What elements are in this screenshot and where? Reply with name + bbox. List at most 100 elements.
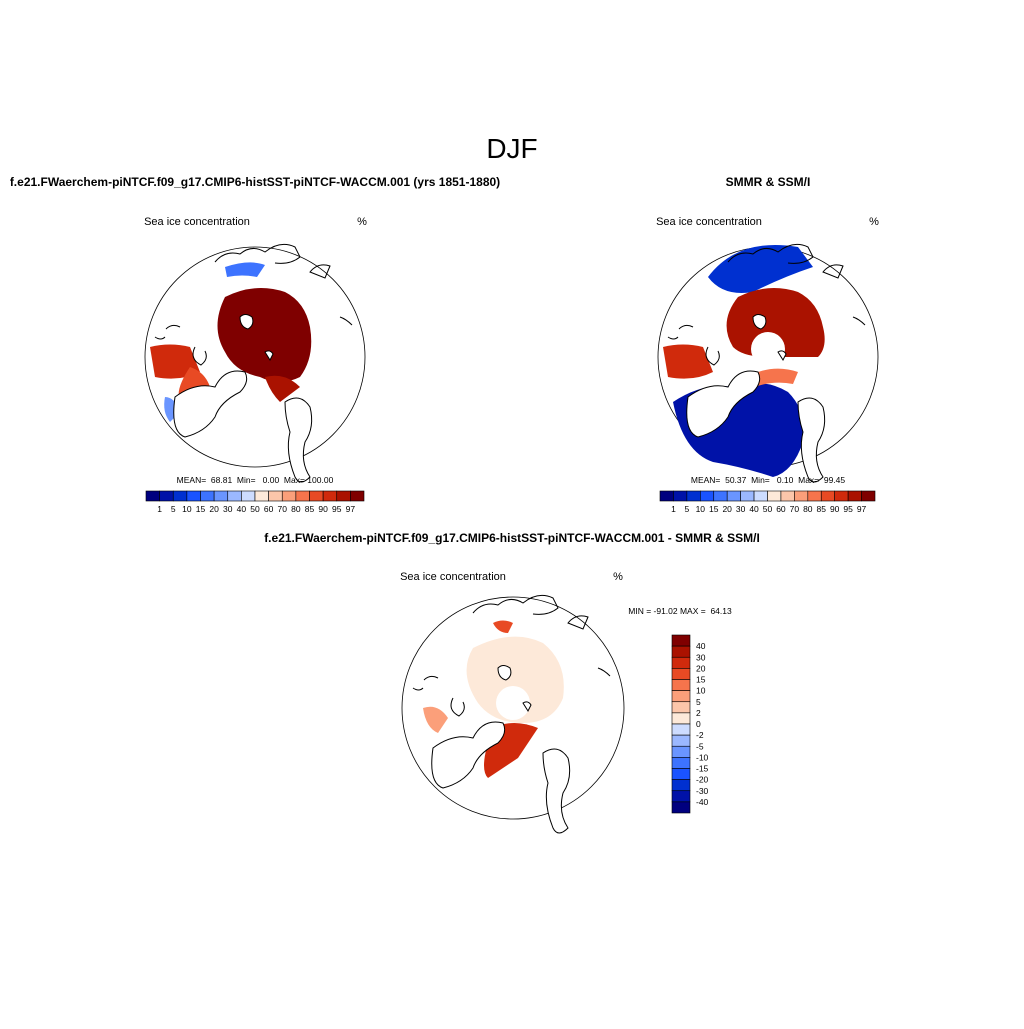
- colorbar-box: [767, 490, 782, 502]
- colorbar-box: [807, 490, 822, 502]
- colorbar-box: [700, 490, 715, 502]
- colorbar-label: 70: [790, 504, 800, 514]
- colorbar-label: 15: [709, 504, 719, 514]
- colorbar-label: 10: [696, 686, 706, 696]
- colorbar-label: 20: [209, 504, 219, 514]
- colorbar-label: -10: [696, 752, 709, 762]
- figure-title: DJF: [486, 133, 537, 164]
- colorbar-label: 40: [696, 641, 706, 651]
- colorbar-label: -2: [696, 730, 704, 740]
- colorbar-box: [671, 745, 691, 758]
- colorbar-box: [671, 723, 691, 736]
- colorbar-box: [673, 490, 688, 502]
- colorbar-box: [671, 656, 691, 669]
- polar-map: [144, 243, 366, 483]
- colorbar-box: [295, 490, 310, 502]
- colorbar-box: [671, 679, 691, 691]
- colorbar-box: [713, 490, 728, 502]
- panel-title: f.e21.FWaerchem-piNTCF.f09_g17.CMIP6-his…: [10, 175, 500, 189]
- colorbar-label: 5: [685, 504, 690, 514]
- colorbar-box: [213, 490, 229, 502]
- colorbar-box: [671, 768, 691, 780]
- colorbar-label: 80: [291, 504, 301, 514]
- colorbar-box: [671, 734, 691, 747]
- colorbar-label: 15: [696, 675, 706, 685]
- colorbar-label: 60: [264, 504, 274, 514]
- colorbar-label: 90: [318, 504, 328, 514]
- colorbar-box: [794, 490, 809, 502]
- colorbar-label: 85: [817, 504, 827, 514]
- colorbar-label: 5: [171, 504, 176, 514]
- colorbar-box: [659, 490, 674, 502]
- colorbar-label: 40: [237, 504, 247, 514]
- polar-map: [401, 594, 625, 834]
- colorbar-box: [186, 490, 201, 502]
- colorbar-label: 20: [722, 504, 732, 514]
- colorbar-label: 30: [736, 504, 746, 514]
- colorbar-label: 95: [332, 504, 342, 514]
- colorbar-label: -30: [696, 786, 709, 796]
- colorbar-box: [834, 490, 849, 502]
- colorbar-label: 20: [696, 663, 706, 673]
- colorbar-label: 97: [857, 504, 867, 514]
- colorbar-box: [671, 690, 691, 703]
- colorbar-box: [172, 490, 188, 502]
- colorbar-label: 1: [157, 504, 162, 514]
- colorbar-box: [200, 490, 215, 502]
- colorbar-box: [671, 801, 691, 814]
- colorbar-label: -5: [696, 741, 704, 751]
- colorbar-box: [671, 701, 691, 714]
- stats-label: MEAN= 68.81 Min= 0.00 Max= 100.00: [177, 475, 334, 485]
- colorbar-box: [322, 490, 338, 502]
- colorbar-box: [847, 490, 862, 502]
- colorbar-label: 1: [671, 504, 676, 514]
- units-label: %: [357, 216, 367, 228]
- stats-label: MEAN= 50.37 Min= 0.10 Max= 99.45: [691, 475, 846, 485]
- colorbar-label: 85: [305, 504, 315, 514]
- colorbar-box: [671, 790, 691, 803]
- units-label: %: [613, 571, 623, 583]
- colorbar-box: [254, 490, 269, 502]
- colorbar-box: [350, 490, 365, 502]
- colorbar-label: -40: [696, 797, 709, 807]
- stats-label: MIN = -91.02 MAX = 64.13: [628, 606, 732, 616]
- colorbar-label: 0: [696, 719, 701, 729]
- colorbar-label: 30: [223, 504, 233, 514]
- colorbar-label: 50: [250, 504, 260, 514]
- colorbar-label: 40: [749, 504, 759, 514]
- colorbar-box: [309, 490, 324, 502]
- colorbar-box: [159, 490, 174, 502]
- colorbar-box: [268, 490, 283, 502]
- colorbar-box: [145, 490, 160, 502]
- panel-title: f.e21.FWaerchem-piNTCF.f09_g17.CMIP6-his…: [264, 531, 760, 545]
- polar-map: [657, 243, 879, 483]
- colorbar-box: [671, 712, 691, 725]
- colorbar-box: [227, 490, 242, 502]
- colorbar-box: [671, 645, 691, 658]
- colorbar-box: [671, 779, 691, 792]
- colorbar-label: 60: [776, 504, 786, 514]
- colorbar-label: 15: [196, 504, 206, 514]
- colorbar-label: 70: [278, 504, 288, 514]
- colorbar-box: [780, 490, 795, 502]
- colorbar-box: [671, 668, 691, 680]
- colorbar-label: 10: [182, 504, 192, 514]
- colorbar-label: 90: [830, 504, 840, 514]
- colorbar-label: 95: [843, 504, 853, 514]
- colorbar-box: [753, 490, 768, 502]
- colorbar-box: [726, 490, 741, 502]
- variable-label: Sea ice concentration: [400, 571, 506, 583]
- colorbar-label: 2: [696, 708, 701, 718]
- colorbar-box: [820, 490, 835, 502]
- colorbar-label: 97: [346, 504, 356, 514]
- colorbar-box: [336, 490, 351, 502]
- colorbar-box: [241, 490, 256, 502]
- colorbar-label: 80: [803, 504, 813, 514]
- colorbar-label: 50: [763, 504, 773, 514]
- colorbar-box: [686, 490, 701, 502]
- colorbar-box: [281, 490, 297, 502]
- colorbar-label: -15: [696, 764, 709, 774]
- colorbar-label: -20: [696, 775, 709, 785]
- units-label: %: [869, 216, 879, 228]
